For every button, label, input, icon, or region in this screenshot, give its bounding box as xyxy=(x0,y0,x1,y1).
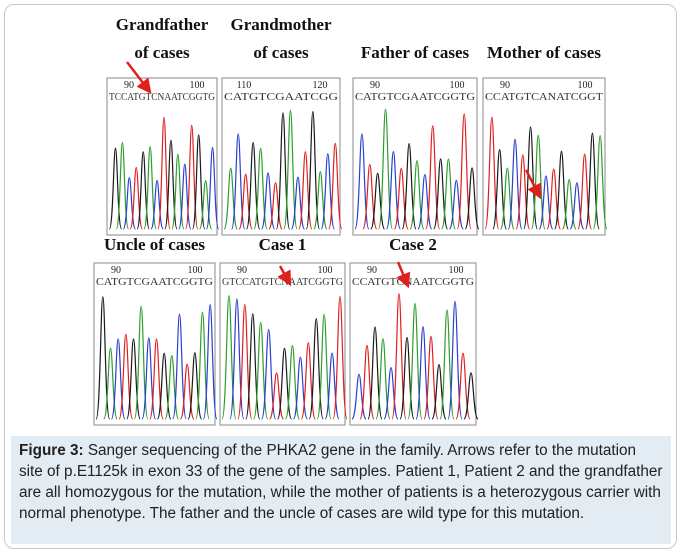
panel-label: Grandmother xyxy=(230,15,332,34)
caption-text: Sanger sequencing of the PHKA2 gene in t… xyxy=(19,442,662,522)
position-left: 90 xyxy=(111,265,121,276)
position-left: 110 xyxy=(237,80,252,91)
position-right: 100 xyxy=(450,80,465,91)
caption: Figure 3: Sanger sequencing of the PHKA2… xyxy=(11,436,671,544)
sequence: CCATGTCNAATCGGTG xyxy=(352,276,474,288)
panel-label: Grandfather xyxy=(116,15,209,34)
sequence: TCCATGTCNAATCGGTG xyxy=(109,91,215,103)
panel-label: Uncle of cases xyxy=(104,235,205,254)
sequence: CCATGTCANATCGGT xyxy=(485,91,603,103)
sequence: CATGTCGAATCGG xyxy=(224,91,338,103)
position-right: 100 xyxy=(188,265,203,276)
position-right: 100 xyxy=(190,80,205,91)
panel-label: Case 1 xyxy=(259,235,307,254)
panel-label: of cases xyxy=(253,43,309,62)
panel-label: Father of cases xyxy=(361,43,470,62)
position-right: 120 xyxy=(313,80,328,91)
position-left: 90 xyxy=(237,265,247,276)
position-left: 90 xyxy=(367,265,377,276)
panel-label: Case 2 xyxy=(389,235,437,254)
position-left: 90 xyxy=(370,80,380,91)
panel-label: of cases xyxy=(134,43,190,62)
position-right: 100 xyxy=(449,265,464,276)
page: Grandfatherof cases90100TCCATGTCNAATCGGT… xyxy=(0,0,683,555)
panel-label: Mother of cases xyxy=(487,43,601,62)
position-left: 90 xyxy=(500,80,510,91)
position-left: 90 xyxy=(124,80,134,91)
sequence: CATGTCGAATCGGTG xyxy=(355,91,475,103)
position-right: 100 xyxy=(318,265,333,276)
caption-label: Figure 3: xyxy=(19,442,84,459)
sequence: GTCCATGTCNAATCGGTG xyxy=(222,276,343,288)
sequence: CATGTCGAATCGGTG xyxy=(96,276,213,288)
position-right: 100 xyxy=(578,80,593,91)
